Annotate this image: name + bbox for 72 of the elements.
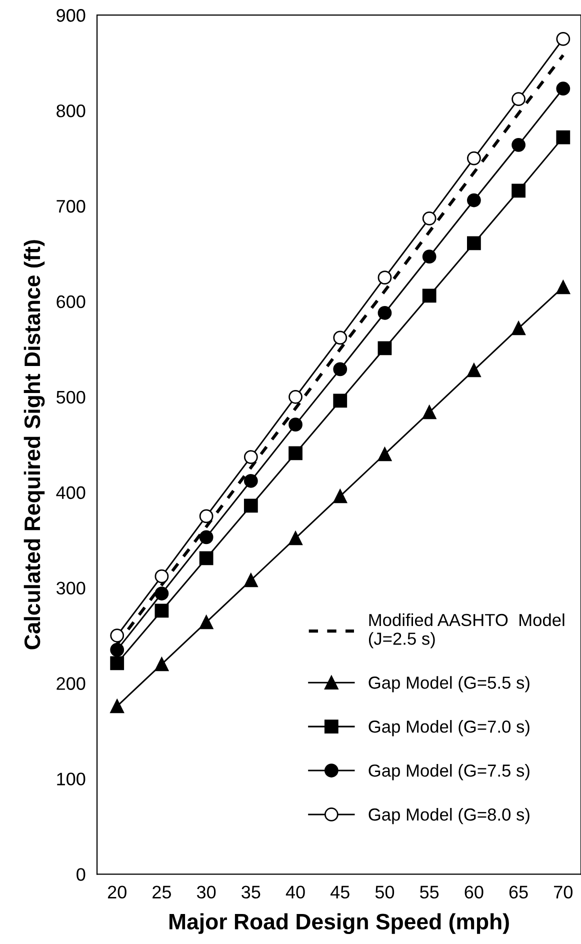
- x-tick-label: 20: [108, 886, 126, 899]
- point: [378, 341, 392, 356]
- x-tick-label: 30: [196, 886, 216, 899]
- legend-label: Gap Model (G=8.0 s): [368, 808, 530, 824]
- x-tick-label: 45: [330, 886, 350, 899]
- point: [333, 489, 348, 504]
- y-tick-label: 0: [76, 868, 86, 881]
- point: [467, 151, 481, 166]
- legend-label: Gap Model (G=5.5 s): [368, 676, 530, 692]
- y-tick-label: 300: [56, 582, 86, 595]
- x-axis-title: Major Road Design Speed (mph): [170, 913, 509, 934]
- point: [154, 657, 169, 672]
- point: [288, 418, 302, 432]
- point: [467, 193, 481, 208]
- point: [288, 390, 302, 404]
- x-tick-label: 40: [286, 886, 305, 899]
- point: [110, 656, 124, 670]
- point: [512, 138, 526, 152]
- point: [199, 615, 214, 630]
- point: [422, 211, 436, 226]
- point: [467, 236, 481, 250]
- point: [333, 330, 348, 345]
- x-tick-label: 55: [420, 886, 439, 899]
- point: [556, 280, 570, 294]
- point: [512, 321, 526, 336]
- x-tick-label: 60: [464, 886, 484, 899]
- point: [154, 586, 169, 600]
- point: [378, 270, 392, 285]
- point: [378, 306, 392, 320]
- point: [556, 82, 570, 96]
- y-axis-title: Calculated Required Sight Distance (ft): [24, 240, 45, 650]
- point: [556, 130, 570, 144]
- legend-label: Modified AASHTO Model (J=2.5 s): [368, 613, 564, 648]
- point: [288, 446, 302, 460]
- point: [199, 509, 214, 524]
- point: [467, 363, 481, 378]
- point: [244, 450, 258, 464]
- point: [244, 573, 258, 588]
- point: [154, 569, 169, 584]
- point: [422, 288, 436, 303]
- point: [556, 32, 570, 46]
- y-tick-label: 400: [56, 486, 86, 500]
- point: [422, 250, 436, 264]
- point: [110, 642, 124, 657]
- x-tick-label: 65: [509, 886, 528, 899]
- y-tick-label: 900: [56, 9, 86, 22]
- x-tick-label: 35: [242, 886, 260, 899]
- point: [512, 184, 526, 198]
- point: [244, 474, 258, 488]
- y-tick-label: 500: [56, 390, 86, 404]
- point: [199, 530, 214, 544]
- point: [110, 699, 124, 714]
- y-tick-label: 600: [56, 295, 86, 308]
- y-tick-label: 700: [56, 200, 86, 213]
- point: [512, 92, 526, 106]
- point: [422, 405, 436, 420]
- y-tick-label: 800: [56, 104, 86, 118]
- point: [378, 447, 392, 462]
- y-tick-label: 200: [56, 677, 86, 690]
- x-tick-label: 70: [554, 886, 572, 899]
- point: [333, 394, 348, 408]
- point: [154, 604, 169, 618]
- y-tick-label: 100: [57, 772, 86, 786]
- point: [288, 531, 302, 546]
- x-tick-label: 50: [375, 886, 394, 899]
- point: [199, 551, 214, 566]
- legend-label: Gap Model (G=7.5 s): [368, 764, 530, 780]
- x-tick-label: 25: [152, 886, 171, 899]
- point: [110, 628, 124, 642]
- point: [333, 362, 348, 376]
- point: [244, 498, 258, 513]
- legend-label: Gap Model (G=7.0 s): [368, 720, 530, 736]
